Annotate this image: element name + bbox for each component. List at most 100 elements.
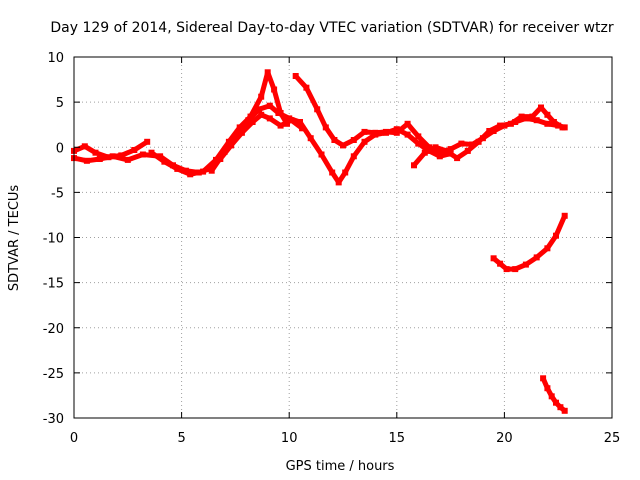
data-point [518, 113, 525, 120]
series-track-6 [411, 104, 566, 169]
data-point [139, 151, 146, 158]
data-point [314, 106, 321, 113]
data-point [421, 149, 428, 156]
data-point [553, 232, 559, 239]
data-point [533, 254, 540, 261]
data-point [404, 131, 411, 138]
data-point [303, 84, 310, 91]
data-point [200, 168, 207, 175]
data-point [415, 133, 422, 140]
data-point [350, 137, 357, 143]
data-point [124, 156, 131, 163]
data-point [548, 393, 555, 400]
y-axis-label: SDTVAR / TECUs [7, 185, 22, 292]
data-point [503, 266, 510, 273]
data-point [264, 69, 271, 76]
data-point [342, 169, 349, 176]
data-point [105, 154, 112, 161]
y-tick-label: -5 [51, 186, 64, 201]
y-tick-label: 10 [47, 51, 64, 66]
data-point [383, 128, 389, 135]
data-point [522, 261, 529, 268]
data-point [544, 385, 551, 392]
chart-title: Day 129 of 2014, Sidereal Day-to-day VTE… [50, 20, 614, 36]
x-tick-label: 25 [604, 431, 621, 446]
data-point [540, 375, 547, 382]
series-line [411, 105, 565, 168]
y-tick-label: -10 [43, 232, 64, 247]
axis-ticks: 0 5 10 15 20 25 10 5 0 -5 -10 -15 -20 -25 -30 [43, 51, 621, 446]
x-tick-label: 5 [177, 431, 185, 446]
data-point [432, 144, 439, 151]
data-point [544, 120, 551, 127]
data-point [258, 111, 265, 118]
data-point [557, 404, 564, 411]
grid [74, 57, 612, 418]
data-point [475, 138, 482, 145]
data-point [118, 152, 125, 159]
data-point [148, 149, 155, 156]
data-point [486, 128, 493, 134]
series-track-8 [540, 375, 568, 414]
data-point [187, 171, 194, 178]
data-point [258, 93, 265, 100]
y-tick-label: -20 [43, 322, 64, 337]
data-point [507, 120, 514, 127]
data-point [436, 153, 443, 160]
x-axis-label: GPS time / hours [286, 459, 395, 474]
data-point [318, 151, 325, 158]
data-point [544, 245, 551, 252]
data-point [426, 144, 433, 151]
data-point [443, 147, 450, 154]
series-track-4 [208, 102, 454, 186]
data-point [335, 179, 342, 186]
data-point [497, 122, 504, 129]
data-point [529, 113, 536, 120]
x-tick-label: 15 [389, 431, 406, 446]
series-layer [71, 69, 568, 414]
data-point [361, 138, 368, 145]
data-point [550, 119, 557, 125]
series-track-1 [71, 111, 306, 176]
data-point [458, 140, 465, 147]
data-point [533, 117, 540, 124]
data-point [208, 167, 215, 174]
data-point [256, 106, 263, 113]
data-point [284, 120, 290, 127]
data-point [277, 122, 284, 129]
data-point [490, 255, 497, 262]
data-point [234, 129, 241, 136]
data-point [161, 158, 168, 165]
data-point [497, 260, 504, 267]
x-tick-label: 10 [281, 431, 298, 446]
data-point [131, 147, 138, 153]
data-point [266, 102, 273, 109]
data-point [454, 155, 461, 162]
data-point [221, 148, 228, 155]
data-point [331, 137, 338, 143]
data-point [144, 138, 151, 145]
data-point [393, 126, 400, 133]
data-point [553, 399, 559, 406]
x-tick-label: 20 [496, 431, 513, 446]
data-point [83, 157, 90, 164]
data-point [559, 124, 566, 131]
y-tick-label: -25 [43, 367, 64, 382]
data-point [249, 119, 256, 125]
data-point [292, 73, 299, 79]
y-tick-label: 5 [56, 96, 64, 111]
data-point [322, 124, 329, 131]
data-point [245, 117, 252, 124]
data-point [271, 86, 278, 93]
data-point [174, 165, 181, 172]
data-point [297, 119, 303, 125]
data-point [350, 153, 357, 160]
data-point [96, 156, 103, 162]
data-point [436, 149, 443, 156]
y-tick-label: -30 [43, 412, 64, 427]
data-point [340, 142, 346, 149]
data-point [447, 146, 454, 153]
y-tick-label: -15 [43, 277, 64, 292]
series-track-7 [490, 212, 568, 273]
